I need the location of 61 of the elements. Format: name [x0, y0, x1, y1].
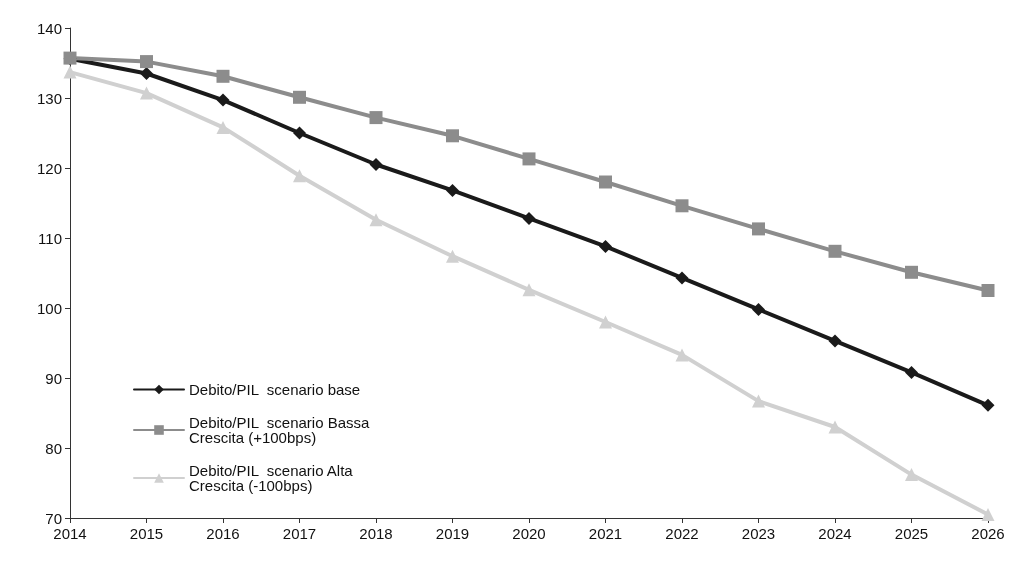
point [446, 129, 459, 143]
point [522, 211, 536, 225]
point [446, 183, 459, 197]
x-tick-label: 2015 [129, 525, 164, 542]
x-tick-label: 2022 [665, 525, 699, 542]
point [369, 213, 383, 227]
x-tick-label: 2026 [971, 525, 1005, 542]
legend-label: Debito/PIL scenario Alta Crescita (-100bps) [189, 462, 354, 494]
point [905, 265, 918, 279]
y-tick-label: 90 [45, 369, 62, 387]
x-tick-label: 2016 [206, 525, 240, 542]
x-tick-label: 2025 [894, 525, 929, 542]
x-tick-label: 2018 [359, 525, 393, 542]
point [752, 302, 765, 316]
point [981, 398, 995, 412]
x-tick-label: 2024 [818, 525, 852, 542]
point [140, 86, 153, 100]
y-tick-label: 140 [36, 19, 62, 37]
point [905, 365, 918, 379]
point [369, 158, 383, 171]
x-tick-label: 2017 [282, 525, 317, 542]
point [599, 175, 612, 189]
point [446, 249, 459, 263]
point [981, 508, 995, 521]
point [63, 65, 77, 79]
point [828, 244, 842, 258]
legend-label: Debito/PIL scenario Bassa Crescita (+100bps) [189, 414, 371, 446]
y-tick-label: 70 [45, 509, 62, 527]
y-tick-label: 80 [45, 439, 62, 457]
point [140, 55, 153, 69]
point [216, 93, 230, 107]
point [905, 468, 918, 482]
point [293, 126, 306, 140]
y-tick-label: 120 [36, 159, 62, 177]
x-tick-label: 2023 [741, 525, 776, 542]
point [752, 222, 765, 236]
point [828, 420, 842, 434]
legend-label: Debito/PIL scenario base [189, 381, 361, 398]
x-tick-label: 2014 [53, 525, 87, 542]
point [675, 199, 689, 213]
x-tick-label: 2021 [588, 525, 623, 542]
point [828, 334, 842, 348]
point [293, 169, 306, 183]
x-tick-label: 2020 [512, 525, 546, 542]
point [369, 111, 383, 125]
point [981, 284, 995, 297]
point [216, 69, 230, 83]
point [675, 271, 689, 285]
point [599, 315, 612, 329]
y-tick-label: 100 [36, 299, 62, 317]
point [599, 239, 612, 253]
point [522, 283, 536, 297]
x-tick-label: 2019 [435, 525, 470, 542]
y-tick-label: 130 [36, 89, 62, 107]
point [293, 90, 306, 104]
point [216, 120, 230, 134]
y-tick-label: 110 [38, 229, 62, 247]
point [140, 67, 153, 80]
point [675, 348, 689, 362]
point [522, 152, 536, 166]
point [752, 394, 765, 408]
